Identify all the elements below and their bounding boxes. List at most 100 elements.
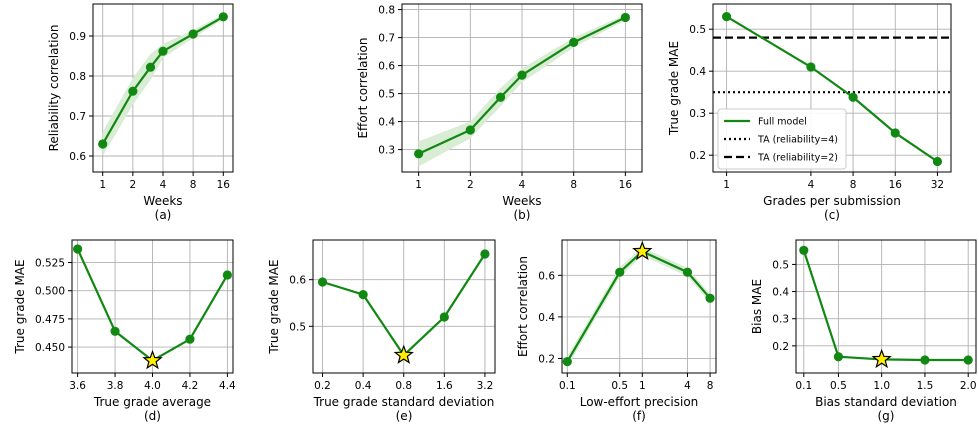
- y-tick-label: 0.8: [378, 5, 395, 17]
- y-tick-label: 0.6: [378, 61, 395, 73]
- data-point: [963, 355, 973, 365]
- y-tick-label: 0.500: [35, 286, 65, 298]
- data-point: [145, 62, 156, 72]
- x-tick-label: 4.2: [182, 380, 199, 392]
- legend-label: TA (reliability=2): [757, 153, 838, 164]
- series-line: [101, 15, 224, 145]
- y-tick-label: 0.6: [538, 270, 555, 282]
- panel-caption: (e): [396, 409, 413, 423]
- data-point: [358, 290, 368, 300]
- panel-caption: (c): [824, 208, 840, 222]
- data-point: [480, 249, 490, 259]
- x-tick-label: 0.1: [559, 380, 576, 392]
- legend-label: Full model: [758, 117, 807, 128]
- panel-caption: (f): [632, 409, 646, 423]
- optimum-star-marker: [632, 240, 653, 261]
- panel-b: 1 2 4 8 16 0.3 0.4 0.5 0.6 0.7 0.8 Weeks(b) Effort c…: [356, 3, 643, 222]
- x-axis-label: Weeks: [143, 194, 182, 208]
- x-tick-label: 0.5: [611, 380, 628, 392]
- x-tick-label: 8: [570, 179, 577, 191]
- x-tick-label: 2.0: [960, 380, 977, 392]
- y-tick-label: 0.3: [378, 145, 395, 157]
- x-tick-label: 0.1: [795, 380, 812, 392]
- x-tick-label: 4: [808, 179, 815, 191]
- x-tick-label: 0.8: [395, 380, 412, 392]
- data-point: [615, 267, 625, 277]
- x-tick-label: 1.6: [436, 380, 453, 392]
- x-tick-label: 32: [931, 179, 944, 191]
- data-point: [705, 293, 715, 303]
- x-axis-label: True grade average: [93, 395, 211, 409]
- y-tick-label: 0.2: [689, 150, 706, 162]
- y-axis-label: Effort correlation: [516, 256, 530, 357]
- y-axis-label: True grade MAE: [267, 259, 281, 354]
- plot-frame: [712, 3, 952, 173]
- data-point: [414, 149, 424, 159]
- data-point: [833, 352, 844, 362]
- y-tick-label: 0.7: [69, 111, 86, 123]
- y-tick-label: 0.450: [35, 342, 65, 354]
- confidence-band: [567, 247, 711, 367]
- panel-g: 0.1 0.5 1.0 1.5 2.0 0.2 0.3 0.4 0.5 Bias standard…: [750, 239, 977, 423]
- data-point: [128, 86, 138, 96]
- y-tick-label: 0.6: [69, 151, 86, 163]
- data-point: [920, 355, 930, 365]
- data-point: [890, 128, 900, 138]
- x-tick-label: 3.2: [477, 380, 494, 392]
- x-tick-label: 3.6: [69, 380, 86, 392]
- x-tick-label: 1: [639, 380, 646, 392]
- panel-a: 1 2 4 8 16 0.6 0.7 0.8 0.9 Weeks(a) Reliability co…: [47, 3, 234, 222]
- optimum-star-marker: [871, 348, 892, 369]
- x-tick-label: 2: [130, 179, 137, 191]
- x-tick-label: 1.5: [917, 380, 934, 392]
- data-point: [562, 356, 572, 367]
- legend-label: TA (reliability=4): [757, 135, 838, 146]
- y-tick-label: 0.525: [35, 258, 65, 270]
- data-point: [158, 46, 168, 56]
- y-tick-label: 0.4: [538, 312, 555, 324]
- panel-caption: (a): [155, 208, 172, 222]
- plot-frame: [561, 239, 717, 374]
- y-tick-label: 0.2: [538, 353, 555, 365]
- y-tick-label: 0.4: [378, 117, 395, 129]
- data-point: [317, 277, 328, 287]
- data-point: [569, 37, 579, 47]
- x-tick-label: 8: [707, 380, 714, 392]
- data-point: [806, 62, 816, 72]
- x-tick-label: 16: [619, 179, 633, 191]
- x-axis-label: Low-effort precision: [580, 395, 699, 409]
- panel-d: 3.6 3.8 4.0 4.2 4.4 0.450 0.475 0.500 0.525 True …: [13, 239, 236, 423]
- panel-e: 0.2 0.4 0.8 1.6 3.2 0.5 0.6 True grade standard…: [267, 239, 496, 423]
- y-tick-label: 0.7: [378, 33, 395, 45]
- y-tick-label: 0.5: [772, 259, 789, 271]
- optimum-star-marker: [393, 344, 414, 364]
- series-line: [802, 249, 969, 362]
- x-tick-label: 4: [160, 179, 167, 191]
- x-tick-label: 1.0: [873, 380, 890, 392]
- data-point: [185, 334, 195, 344]
- x-tick-label: 0.5: [830, 380, 847, 392]
- data-point: [620, 12, 630, 23]
- x-tick-label: 8: [850, 179, 857, 191]
- x-axis-label: Weeks: [502, 194, 541, 208]
- data-point: [682, 267, 693, 277]
- x-tick-label: 0.2: [314, 380, 331, 392]
- x-tick-label: 1: [723, 179, 730, 191]
- data-point: [73, 244, 83, 254]
- y-tick-label: 0.4: [689, 66, 706, 78]
- y-tick-label: 0.4: [772, 287, 789, 299]
- x-tick-label: 4: [684, 380, 691, 392]
- y-tick-label: 0.2: [772, 341, 789, 353]
- y-axis-label: Bias MAE: [750, 279, 764, 334]
- x-tick-label: 16: [889, 179, 903, 191]
- data-point: [218, 12, 228, 22]
- panel-c: 1 4 8 16 32 0.2 0.3 0.4 0.5 Grades per submission…: [667, 3, 952, 222]
- y-tick-label: 0.3: [772, 314, 789, 326]
- panel-f: 0.1 0.5 1 4 8 0.2 0.4 0.6 Low-effort precision(f…: [516, 239, 717, 423]
- y-tick-label: 0.5: [378, 89, 395, 101]
- x-tick-label: 2: [467, 179, 474, 191]
- plot-frame: [795, 239, 977, 374]
- y-tick-label: 0.8: [69, 71, 86, 83]
